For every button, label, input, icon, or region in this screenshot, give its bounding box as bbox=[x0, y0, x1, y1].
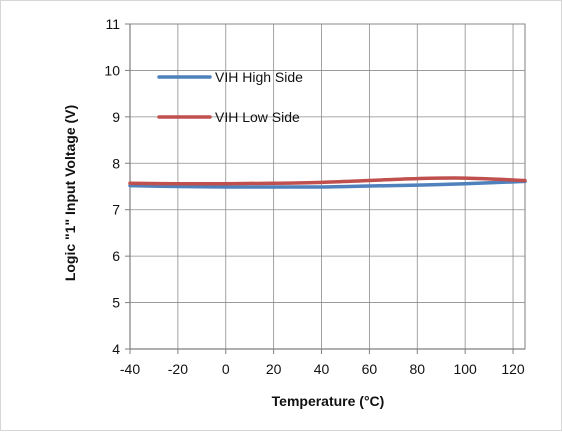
x-tick-label: 0 bbox=[222, 361, 230, 377]
y-tick-label: 9 bbox=[112, 109, 120, 125]
y-tick-label: 10 bbox=[104, 62, 120, 78]
vih-high-side-line bbox=[128, 179, 527, 189]
x-tick-label: 100 bbox=[453, 361, 477, 377]
y-tick-label: 5 bbox=[112, 295, 120, 311]
y-axis-title: Logic "1" Input Voltage (V) bbox=[62, 105, 78, 281]
vih-low-side-line bbox=[128, 176, 527, 186]
x-tick-label: 80 bbox=[409, 361, 425, 377]
x-tick-label: 40 bbox=[314, 361, 330, 377]
legend-label-vih-high-side: VIH High Side bbox=[215, 69, 303, 85]
x-tick-label: -40 bbox=[120, 361, 140, 377]
legend: VIH High Side VIH Low Side bbox=[157, 69, 303, 125]
series-layer bbox=[128, 176, 527, 189]
y-tick-label: 8 bbox=[112, 155, 120, 171]
x-tick-label: -20 bbox=[168, 361, 188, 377]
y-tick-label: 11 bbox=[105, 16, 120, 32]
y-tick-label: 7 bbox=[112, 202, 120, 218]
axis-layer: 4 5 6 7 8 9 10 11 -40 -20 0 20 40 60 80 100 120 bbox=[104, 16, 525, 377]
y-tick-label: 6 bbox=[112, 248, 120, 264]
x-tick-label: 60 bbox=[362, 361, 378, 377]
x-axis-title: Temperature (°C) bbox=[272, 393, 385, 409]
y-tick-label: 4 bbox=[112, 341, 120, 357]
legend-label-vih-low-side: VIH Low Side bbox=[215, 109, 300, 125]
x-tick-label: 120 bbox=[501, 361, 525, 377]
x-tick-label: 20 bbox=[266, 361, 282, 377]
